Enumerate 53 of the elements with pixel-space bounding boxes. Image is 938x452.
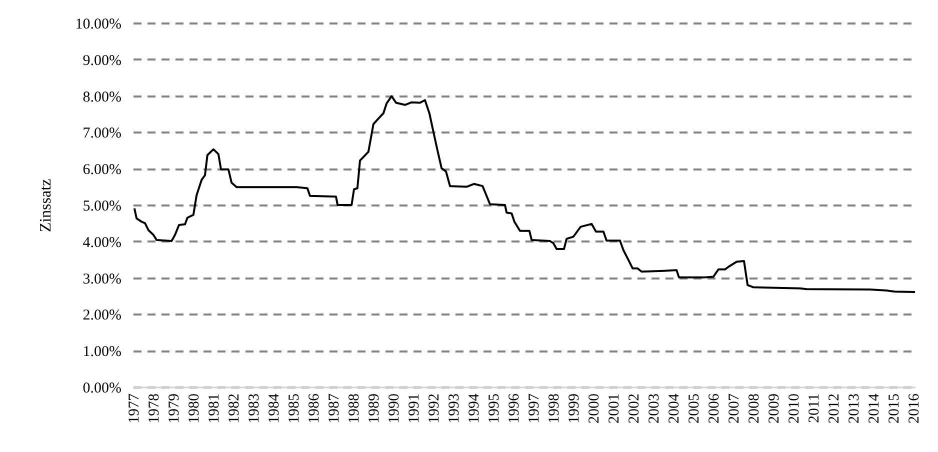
x-tick-label: 2001 <box>606 394 622 424</box>
x-tick-label: 2008 <box>746 394 762 424</box>
y-tick-label: 9.00% <box>82 52 122 69</box>
x-tick-label: 2015 <box>886 394 902 424</box>
x-tick-label: 2000 <box>586 394 602 424</box>
y-axis-title: Zinssatz <box>37 178 54 232</box>
y-tick-label: 10.00% <box>75 16 122 32</box>
x-tick-label: 2014 <box>866 393 882 424</box>
x-tick-label: 1981 <box>206 394 222 424</box>
x-tick-label: 1996 <box>506 393 522 424</box>
x-tick-label: 1993 <box>446 394 462 424</box>
x-tick-label: 2016 <box>906 393 922 424</box>
x-tick-label: 1986 <box>306 393 322 424</box>
x-tick-label: 1982 <box>226 394 242 424</box>
x-tick-label: 1988 <box>346 394 362 424</box>
x-tick-label: 1989 <box>366 394 382 424</box>
x-tick-label: 2004 <box>666 393 682 424</box>
x-tick-label: 1991 <box>406 394 422 424</box>
x-tick-label: 2010 <box>786 394 802 424</box>
y-tick-label: 7.00% <box>82 126 122 142</box>
x-tick-label: 1995 <box>486 394 502 424</box>
x-tick-label: 1998 <box>546 394 562 424</box>
x-tick-label: 1997 <box>526 393 542 424</box>
x-tick-label: 1980 <box>186 394 202 424</box>
x-tick-label: 1984 <box>266 393 282 424</box>
line-series <box>133 95 915 293</box>
x-tick-label: 1994 <box>466 393 482 424</box>
x-tick-label: 1999 <box>566 394 582 424</box>
y-tick-label: 2.00% <box>82 308 122 324</box>
x-tick-label: 2013 <box>846 394 862 424</box>
x-tick-label: 2002 <box>626 394 642 424</box>
x-tick-label: 2006 <box>706 393 722 424</box>
x-tick-label: 2009 <box>766 394 782 424</box>
x-tick-label: 1985 <box>286 394 302 424</box>
y-tick-label: 6.00% <box>82 162 122 178</box>
x-tick-label: 1978 <box>146 394 162 424</box>
x-tick-label: 2012 <box>826 394 842 424</box>
x-tick-label: 2011 <box>806 394 822 423</box>
x-tick-label: 2003 <box>646 394 662 424</box>
x-tick-label: 1992 <box>426 394 442 424</box>
x-tick-label: 1977 <box>126 393 142 424</box>
x-tick-label: 1979 <box>166 394 182 424</box>
y-tick-label: 8.00% <box>82 89 122 106</box>
y-tick-label: 1.00% <box>82 344 122 360</box>
x-tick-label: 1990 <box>386 394 402 424</box>
x-tick-label: 2007 <box>726 393 742 424</box>
x-tick-label: 2005 <box>686 394 702 424</box>
x-tick-label: 1983 <box>246 394 262 424</box>
x-tick-label: 1987 <box>326 393 342 424</box>
y-tick-label: 0.00% <box>82 380 122 396</box>
y-tick-label: 4.00% <box>82 234 122 251</box>
y-tick-label: 3.00% <box>82 271 122 288</box>
y-tick-label: 5.00% <box>82 198 122 214</box>
